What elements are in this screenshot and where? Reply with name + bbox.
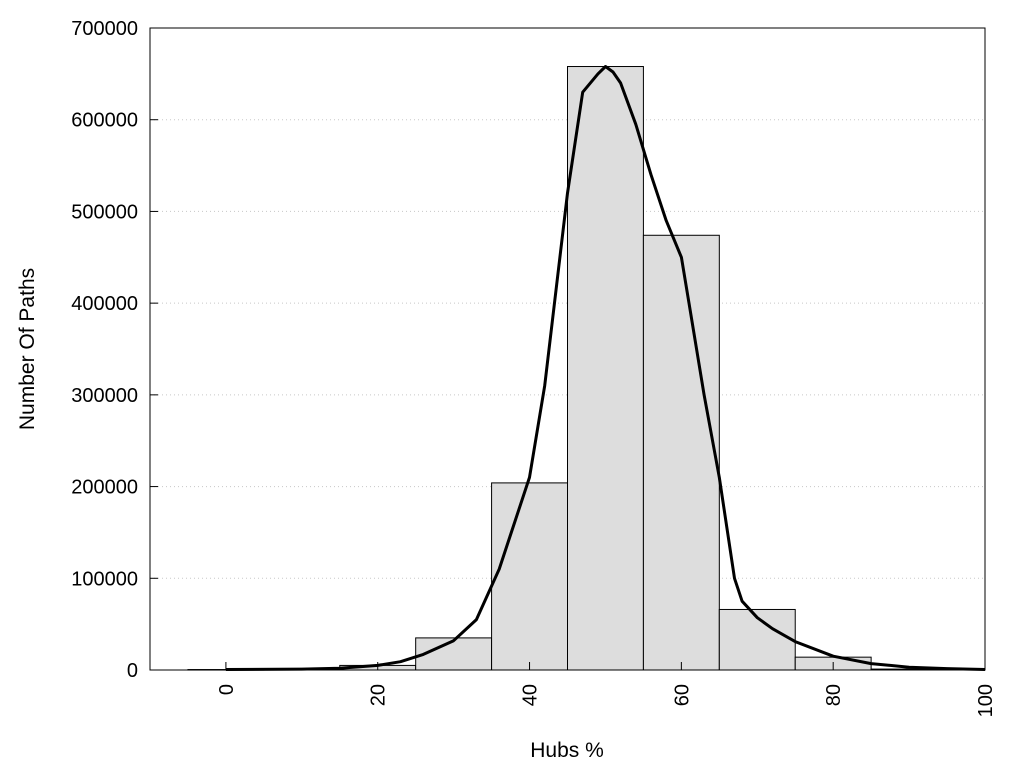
plot-frame [149, 27, 986, 671]
histogram-bars [187, 66, 948, 671]
histogram-bar [491, 482, 568, 671]
x-tick-label: 60 [671, 684, 693, 706]
histogram-bar [567, 66, 644, 671]
y-axis-ticks: 0 100000 200000 300000 400000 500000 600000 700… [71, 18, 158, 682]
density-curve [225, 65, 986, 671]
x-tick-label: 100 [975, 684, 997, 717]
y-tick-label: 600000 [71, 110, 138, 132]
x-tick-label: 40 [520, 684, 542, 706]
x-tick-label: 0 [216, 684, 238, 695]
y-axis-title: Number Of Paths [16, 268, 39, 430]
y-tick-label: 200000 [71, 477, 138, 499]
x-tick-label: 20 [368, 684, 390, 706]
y-tick-label: 400000 [71, 293, 138, 315]
y-tick-label: 0 [127, 660, 138, 682]
histogram-bar [415, 637, 493, 671]
x-tick-label: 80 [823, 684, 845, 706]
x-axis-ticks: 0 20 40 60 80 100 [216, 662, 997, 717]
y-tick-label: 300000 [71, 385, 138, 407]
y-tick-label: 700000 [71, 18, 138, 40]
histogram-bar [642, 234, 720, 671]
x-axis-title: Hubs % [530, 739, 604, 762]
y-tick-label: 500000 [71, 201, 138, 223]
y-tick-label: 100000 [71, 568, 138, 590]
